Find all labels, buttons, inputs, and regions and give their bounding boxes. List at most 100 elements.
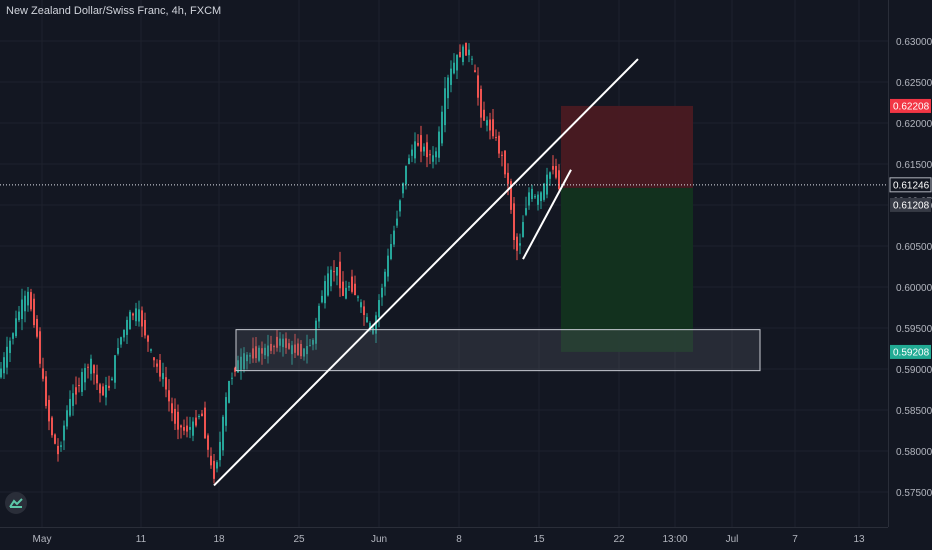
candle-down xyxy=(558,170,560,189)
candle-up xyxy=(330,269,332,287)
candle-down xyxy=(504,150,506,175)
candle-down xyxy=(351,276,353,292)
candle-down xyxy=(288,343,290,349)
price-tick-label: 0.58500 xyxy=(896,406,932,417)
candle-up xyxy=(309,345,311,347)
candle-up xyxy=(228,381,230,403)
candle-down xyxy=(426,142,428,158)
candle-up xyxy=(462,46,464,62)
candle-down xyxy=(210,455,212,466)
candle-down xyxy=(417,142,419,146)
candle-up xyxy=(321,295,323,303)
candle-up xyxy=(189,427,191,430)
candle-down xyxy=(273,346,275,348)
candle-up xyxy=(258,347,260,361)
candle-up xyxy=(105,384,107,398)
candle-up xyxy=(540,192,542,202)
candle-up xyxy=(126,319,128,335)
time-tick-label: 22 xyxy=(613,534,625,545)
price-tick-label: 0.58000 xyxy=(896,447,932,458)
candle-down xyxy=(363,306,365,316)
candle-down xyxy=(186,425,188,432)
candle-up xyxy=(240,356,242,370)
candle-up xyxy=(399,200,401,212)
candle-down xyxy=(477,75,479,98)
candle-up xyxy=(357,296,359,298)
candle-down xyxy=(177,411,179,430)
candle-up xyxy=(84,367,86,383)
candle-up xyxy=(231,377,233,379)
time-tick-label: 15 xyxy=(533,534,545,545)
candle-down xyxy=(165,377,167,390)
time-tick-label: Jun xyxy=(371,534,387,545)
main-trendline[interactable] xyxy=(213,58,639,487)
candle-up xyxy=(360,302,362,308)
wedge-trendline[interactable] xyxy=(522,169,572,260)
candle-up xyxy=(411,149,413,156)
candle-down xyxy=(507,172,509,184)
candle-up xyxy=(393,230,395,245)
candle-up xyxy=(444,88,446,126)
candle-up xyxy=(378,300,380,318)
candle-up xyxy=(519,243,521,246)
entry-price-badge xyxy=(890,197,931,212)
candle-up xyxy=(264,347,266,356)
candle-up xyxy=(303,348,305,357)
candle-down xyxy=(285,338,287,348)
candle-up xyxy=(114,355,116,383)
candle-down xyxy=(474,70,476,73)
candle-up xyxy=(72,393,74,406)
support-zone[interactable] xyxy=(235,329,761,372)
current-price-label: 0.61246 xyxy=(893,180,930,191)
candle-up xyxy=(405,165,407,185)
candle-up xyxy=(345,287,347,299)
candle-up xyxy=(369,322,371,328)
candle-up xyxy=(27,291,29,306)
candle-down xyxy=(207,435,209,450)
current-price-badge xyxy=(889,177,932,193)
candle-down xyxy=(495,137,497,139)
tradingview-logo-glyph xyxy=(9,498,23,508)
take-profit-zone[interactable] xyxy=(561,187,693,352)
candle-down xyxy=(174,408,176,424)
candle-up xyxy=(291,345,293,355)
candle-down xyxy=(294,344,296,353)
candle-up xyxy=(549,172,551,179)
candle-up xyxy=(279,338,281,346)
candle-up xyxy=(237,360,239,373)
take-profit-price-label: 0.59208 xyxy=(893,347,930,358)
candle-up xyxy=(450,68,452,85)
candle-up xyxy=(9,340,11,353)
candle-down xyxy=(195,417,197,426)
take-profit-price-badge xyxy=(890,344,931,359)
price-tick-label: 0.60500 xyxy=(896,242,932,253)
candle-up xyxy=(249,355,251,357)
candle-up xyxy=(0,368,2,378)
candle-down xyxy=(255,346,257,359)
candle-up xyxy=(162,373,164,380)
candle-up xyxy=(543,183,545,200)
candle-down xyxy=(57,445,59,455)
candle-up xyxy=(372,327,374,334)
candle-up xyxy=(522,222,524,238)
candle-down xyxy=(141,310,143,327)
candle-up xyxy=(396,218,398,226)
candle-up xyxy=(531,188,533,200)
candle-down xyxy=(132,313,134,316)
candle-down xyxy=(201,413,203,417)
candle-up xyxy=(348,286,350,288)
price-tick-label: 0.62000 xyxy=(896,119,932,130)
price-tick-label: 0.61500 xyxy=(896,160,932,171)
candle-up xyxy=(15,318,17,337)
candle-down xyxy=(93,365,95,374)
candle-down xyxy=(513,203,515,241)
tradingview-logo-icon[interactable] xyxy=(5,492,27,514)
candle-down xyxy=(36,318,38,337)
time-tick-label: 7 xyxy=(792,534,798,545)
candle-up xyxy=(525,208,527,215)
stop-loss-zone[interactable] xyxy=(561,105,693,188)
candle-down xyxy=(480,88,482,118)
candle-up xyxy=(456,54,458,71)
